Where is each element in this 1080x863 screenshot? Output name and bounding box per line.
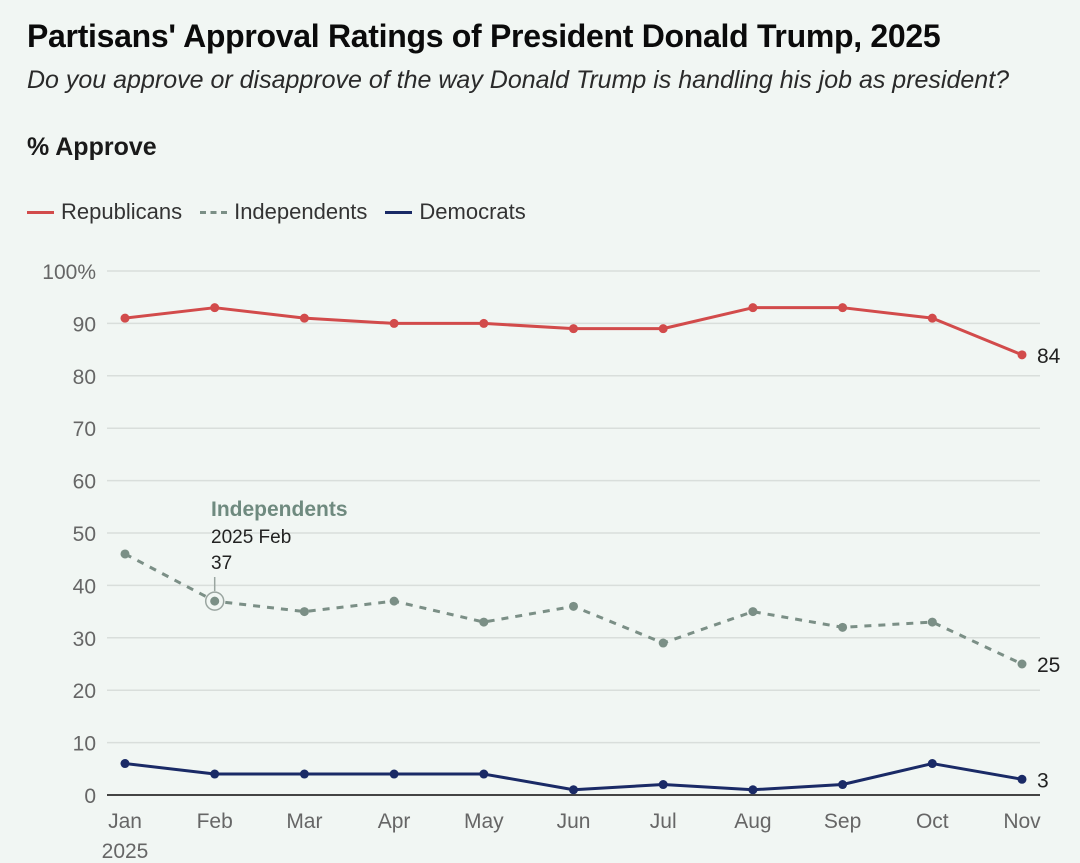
annotation-value: 37 (211, 553, 232, 574)
y-tick-label: 50 (73, 523, 96, 546)
x-tick-label: May (464, 810, 504, 833)
x-tick-label: Sep (824, 810, 861, 833)
data-point-independents[interactable] (389, 596, 399, 606)
legend-swatch-independents (200, 210, 228, 214)
unit-label: % Approve (27, 133, 157, 161)
data-point-independents[interactable] (658, 638, 668, 648)
y-tick-label: 70 (73, 418, 96, 441)
x-tick-sublabel: 2025 (102, 840, 149, 863)
data-point-republicans[interactable] (120, 313, 130, 323)
x-tick-label: Aug (734, 810, 771, 833)
data-point-republicans[interactable] (658, 324, 668, 334)
end-label-republicans: 84 (1037, 345, 1061, 368)
annotation-highlight-ring (204, 591, 225, 611)
y-tick-label: 10 (73, 733, 96, 756)
x-tick-label: Jul (650, 810, 677, 833)
data-point-democrats[interactable] (838, 780, 848, 790)
data-point-republicans[interactable] (299, 313, 309, 323)
y-axis-ticks: 0 10 20 30 40 50 60 70 80 90 100% (42, 261, 96, 808)
x-tick-label: Mar (286, 810, 322, 833)
x-tick-label: Nov (1003, 810, 1041, 833)
y-tick-label: 80 (73, 366, 96, 389)
data-point-republicans[interactable] (748, 303, 758, 313)
data-point-independents[interactable] (569, 601, 578, 611)
y-tick-label: 0 (84, 785, 96, 808)
end-label-democrats: 3 (1037, 769, 1049, 792)
x-tick-label: Jun (557, 810, 591, 833)
data-point-republicans[interactable] (389, 318, 399, 328)
legend-item-independents[interactable]: Independents (200, 199, 367, 225)
legend-item-republicans[interactable]: Republicans (27, 199, 182, 225)
data-point-independents[interactable] (120, 549, 130, 559)
data-point-independents[interactable] (748, 607, 758, 617)
data-point-republicans[interactable] (838, 303, 848, 313)
y-tick-label: 40 (73, 575, 96, 598)
data-point-independents[interactable] (927, 617, 937, 627)
end-label-independents: 25 (1037, 654, 1060, 677)
data-point-democrats[interactable] (927, 759, 937, 769)
tooltip-annotation: Independents 2025 Feb 37 (204, 498, 348, 611)
data-point-republicans[interactable] (927, 313, 937, 323)
legend-swatch-democrats (385, 210, 413, 214)
data-point-republicans[interactable] (569, 324, 578, 334)
data-point-democrats[interactable] (389, 769, 399, 779)
annotation-date: 2025 Feb (211, 527, 291, 548)
x-tick-label: Apr (378, 810, 411, 833)
series-points (120, 303, 1027, 795)
data-point-republicans[interactable] (479, 318, 489, 328)
end-labels: 84 25 3 (1037, 345, 1061, 792)
x-tick-label: Oct (916, 810, 949, 833)
legend-label: Democrats (419, 199, 526, 224)
data-point-independents[interactable] (838, 622, 848, 632)
data-point-democrats[interactable] (299, 769, 309, 779)
annotation-series: Independents (211, 498, 348, 521)
data-point-democrats[interactable] (569, 785, 578, 795)
legend: Republicans Independents Democrats (27, 199, 544, 225)
data-point-independents[interactable] (479, 617, 489, 627)
legend-item-democrats[interactable]: Democrats (385, 199, 526, 225)
data-point-republicans[interactable] (1017, 350, 1027, 360)
data-point-independents[interactable] (210, 596, 220, 606)
data-point-democrats[interactable] (210, 769, 220, 779)
x-tick-label: Jan (108, 810, 142, 833)
y-tick-label: 90 (73, 313, 96, 336)
y-tick-label: 60 (73, 471, 96, 494)
legend-label: Republicans (61, 199, 183, 224)
data-point-democrats[interactable] (479, 769, 489, 779)
data-point-republicans[interactable] (210, 303, 220, 313)
series-lines (124, 306, 1023, 792)
chart-title: Partisans' Approval Ratings of President… (27, 18, 941, 54)
data-point-democrats[interactable] (748, 785, 758, 795)
data-point-democrats[interactable] (120, 759, 130, 769)
legend-label: Independents (234, 199, 368, 224)
y-tick-label: 20 (73, 680, 96, 703)
data-point-democrats[interactable] (658, 780, 668, 790)
data-point-democrats[interactable] (1017, 774, 1027, 784)
x-axis-ticks: Jan Feb Mar Apr May Jun Jul Aug Sep Oct Nov 2025 (102, 810, 1042, 863)
gridlines (107, 270, 1040, 796)
legend-swatch-republicans (27, 210, 54, 214)
x-tick-label: Feb (197, 810, 233, 833)
chart-subtitle: Do you approve or disapprove of the way … (27, 66, 1010, 94)
data-point-independents[interactable] (299, 607, 309, 617)
y-tick-label: 100% (42, 261, 96, 284)
data-point-independents[interactable] (1017, 659, 1027, 669)
y-tick-label: 30 (73, 628, 96, 651)
